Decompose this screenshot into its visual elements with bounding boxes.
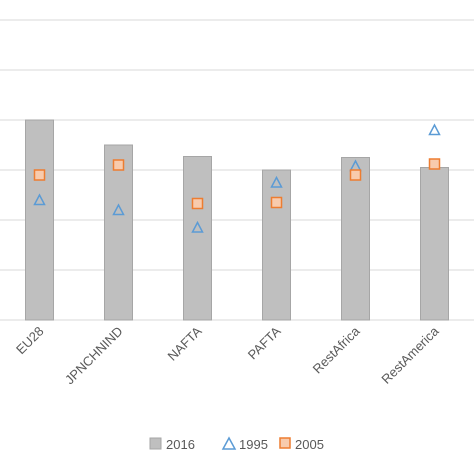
legend-triangle-swatch [221,436,237,450]
x-tick-label: RestAfrica [310,323,364,377]
marker-1995-nafta [191,220,204,233]
bar-2016-jpnchnind [104,144,133,321]
bar-2016-pafta [262,169,291,321]
marker-2005-jpnchnind [112,159,125,171]
bar-series-2016 [25,119,449,321]
x-tick-label: PAFTA [245,323,284,362]
marker-1995-eu28 [33,193,46,206]
x-tick-label: NAFTA [165,323,205,363]
bar-2016-eu28 [25,119,54,321]
marker-1995-jpnchnind [112,203,125,216]
marker-2005-pafta [270,196,283,209]
x-tick-label: RestAmerica [378,323,442,387]
marker-2005-nafta [191,197,204,210]
legend-label-2016: 2016 [166,437,195,452]
x-tick-label: JPNCHNIND [62,324,126,388]
bar-2016-nafta [183,156,212,321]
marker-1995-pafta [270,175,283,188]
legend-bar-swatch [149,437,162,450]
marker-2005-restafrica [349,169,362,181]
legend-label-2005: 2005 [295,437,324,452]
legend-label-1995: 1995 [239,437,268,452]
marker-1995-restamerica [428,123,441,136]
x-tick-labels: EU28 JPNCHNIND NAFTA PAFTA RestAfrica RestAme… [13,323,442,387]
bar-2016-restamerica [420,167,449,321]
x-tick-label: EU28 [13,324,47,358]
legend: 2016 1995 2005 [149,436,324,452]
legend-square-swatch [279,437,291,449]
marker-2005-restamerica [428,158,441,170]
bar-2016-restafrica [341,157,370,321]
marker-2005-eu28 [33,169,46,181]
marker-series [33,123,441,233]
gridlines [0,19,474,271]
